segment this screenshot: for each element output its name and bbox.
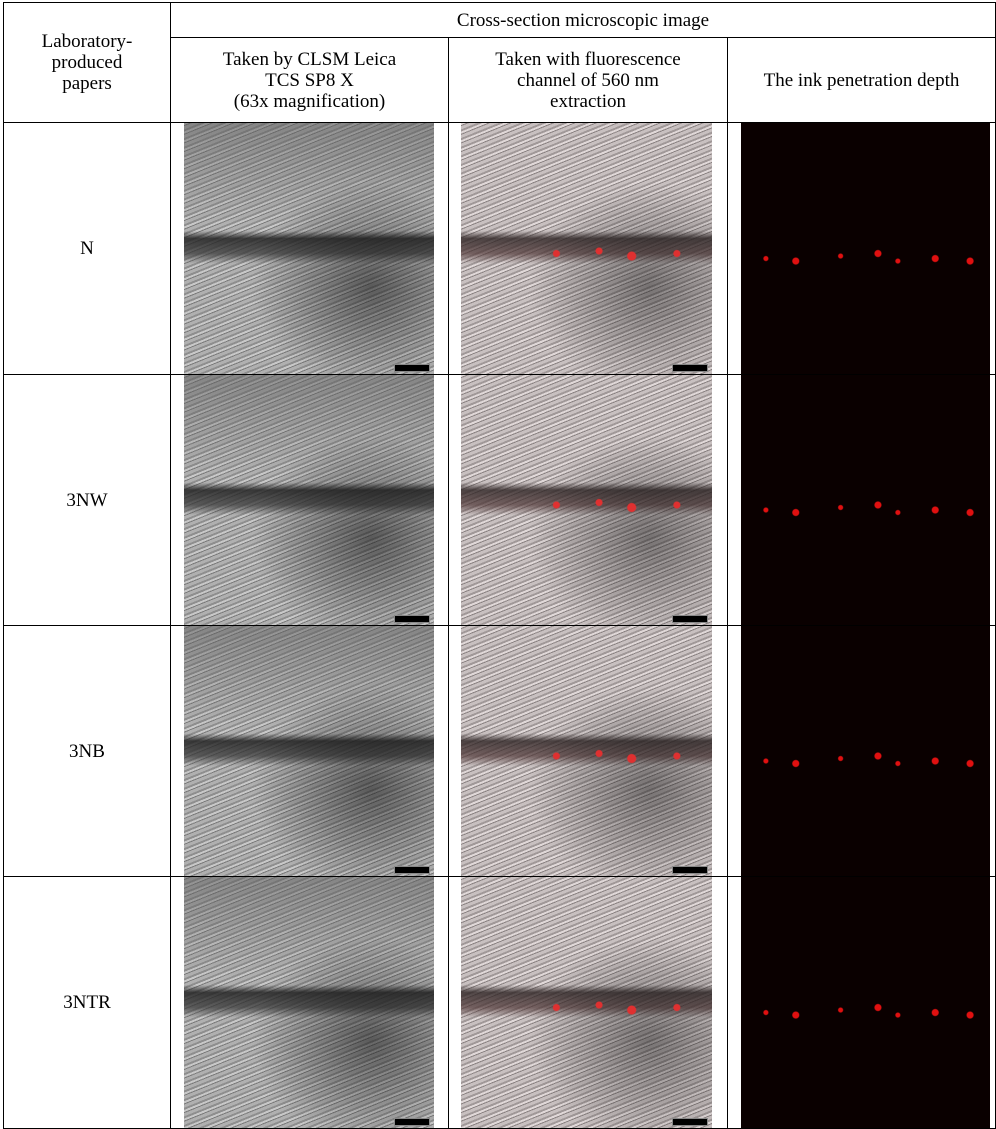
micrograph [741, 375, 990, 625]
scale-bar [672, 866, 708, 874]
row-label-cell: 3NW [3, 374, 171, 626]
micrograph [461, 626, 712, 876]
row-label: 3NW [66, 489, 108, 511]
column-header-line: TCS SP8 X [265, 69, 354, 91]
scale-bar [394, 866, 430, 874]
row-label-cell: 3NB [3, 625, 171, 877]
micrograph [184, 877, 434, 1128]
row-label: N [80, 238, 94, 259]
micrograph [741, 877, 990, 1128]
micrograph [461, 375, 712, 625]
scale-bar [394, 364, 430, 372]
scale-bar [672, 1118, 708, 1126]
row-label: 3NB [69, 740, 105, 762]
column-header-line: channel of 560 nm [517, 69, 659, 91]
row-label-cell: N [3, 122, 171, 375]
scale-bar [394, 1118, 430, 1126]
scale-bar [672, 364, 708, 372]
column-header-line: (63x magnification) [233, 90, 386, 112]
micrograph [184, 626, 434, 876]
row-header-line: produced [51, 52, 123, 73]
column-header-line: Taken by CLSM Leica [222, 48, 397, 70]
row-header-cell: Laboratory- produced papers [3, 2, 171, 123]
micrograph [741, 626, 990, 876]
micrograph [184, 375, 434, 625]
row-label-cell: 3NTR [3, 876, 171, 1129]
micrograph [461, 123, 712, 374]
column-header-line: extraction [550, 90, 626, 112]
row-label: 3NTR [63, 992, 111, 1013]
group-header-text: Cross-section microscopic image [456, 9, 710, 31]
row-header-line: Laboratory- [41, 31, 133, 52]
column-header: Taken with fluorescence channel of 560 nm… [448, 37, 728, 123]
micrograph [184, 123, 434, 374]
group-header: Cross-section microscopic image [170, 2, 996, 38]
column-header: Taken by CLSM Leica TCS SP8 X (63x magnifi… [170, 37, 449, 123]
micrograph [461, 877, 712, 1128]
scale-bar [394, 615, 430, 623]
column-header: The ink penetration depth [727, 37, 996, 123]
column-header-line: Taken with fluorescence [495, 48, 681, 70]
column-header-line: The ink penetration depth [763, 69, 960, 91]
row-header-line: papers [62, 73, 112, 94]
scale-bar [672, 615, 708, 623]
micrograph [741, 123, 990, 374]
